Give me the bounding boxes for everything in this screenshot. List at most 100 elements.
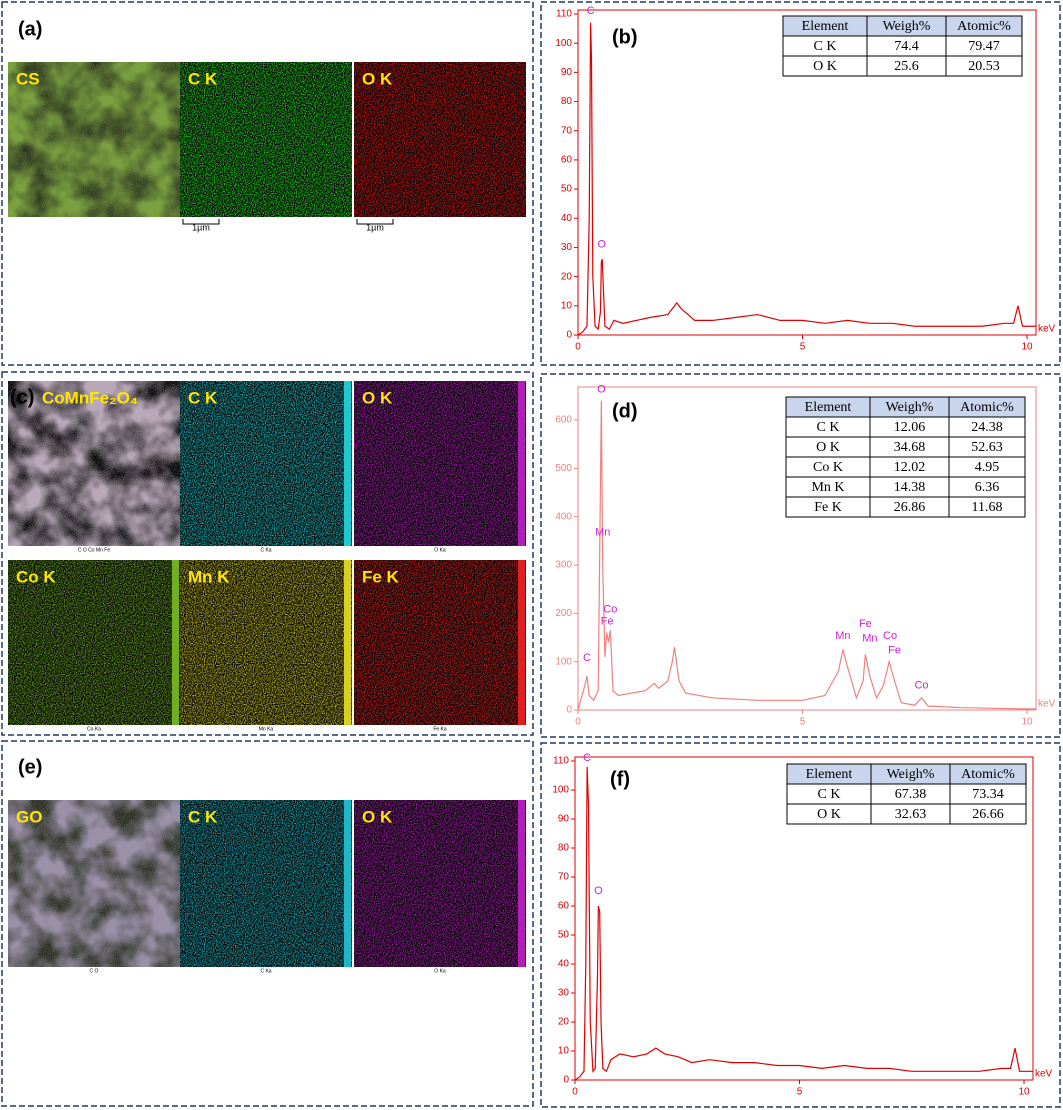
map-texture	[8, 62, 180, 217]
x-tick-label: 5	[797, 1087, 803, 1098]
map-texture	[180, 560, 352, 725]
y-tick-label: 110	[553, 756, 569, 767]
x-tick-label: 5	[800, 342, 806, 353]
map-texture	[180, 62, 352, 217]
y-tick-label: 20	[558, 1017, 570, 1028]
table-header: Element	[805, 400, 852, 415]
table-text: 4.95	[975, 460, 1000, 475]
y-tick-label: 50	[561, 184, 573, 195]
table-text: C K	[817, 420, 840, 435]
table-text: C K	[818, 787, 841, 802]
scale-bar-label: 1µm	[192, 222, 210, 232]
x-tick-label: 10	[1021, 717, 1033, 728]
colorbar	[344, 800, 351, 967]
peak-label: O	[598, 238, 607, 250]
y-tick-label: 0	[566, 330, 572, 341]
peak-label: O	[597, 384, 606, 396]
table-cell	[949, 803, 1027, 825]
table-text: 6.36	[975, 480, 1000, 495]
map-caption: C Ka	[260, 547, 271, 553]
map-label: Fe K	[362, 567, 400, 586]
table-text: 32.63	[895, 807, 927, 822]
map-caption: Fe Ka	[433, 726, 447, 732]
plot-frame	[574, 756, 1034, 1081]
table-text: 26.66	[972, 807, 1004, 822]
peak-label: Mn	[862, 633, 877, 645]
x-axis-label: keV	[1038, 699, 1056, 710]
colorbar	[518, 800, 525, 967]
scale-bar-label: 1µm	[366, 222, 384, 232]
map-texture	[354, 381, 526, 546]
colorbar	[172, 560, 179, 725]
panel-frame	[1, 740, 534, 1107]
x-tick-label: 0	[572, 1087, 578, 1098]
y-tick-label: 0	[566, 705, 572, 716]
y-tick-label: 50	[558, 930, 570, 941]
map-caption: C O Co Mn Fe	[78, 547, 110, 553]
y-tick-label: 500	[555, 463, 572, 474]
peak-label: Co	[883, 630, 897, 642]
table-text: 26.86	[894, 500, 926, 515]
peak-label: Fe	[859, 618, 872, 630]
table-text: Co K	[813, 460, 843, 475]
table-text: 67.38	[895, 787, 927, 802]
colorbar	[518, 560, 525, 725]
table-text: 20.53	[968, 59, 1000, 74]
peak-label: Mn	[835, 630, 850, 642]
panel-frame	[1, 371, 534, 736]
peak-label: Fe	[888, 645, 901, 657]
x-tick-label: 0	[575, 342, 581, 353]
table-text: 79.47	[968, 39, 1000, 54]
panel-frame	[1, 1, 534, 366]
y-tick-label: 100	[555, 656, 572, 667]
table-text: 34.68	[894, 440, 926, 455]
peak-label: Mn	[595, 526, 610, 538]
x-axis-label: keV	[1035, 1069, 1053, 1080]
y-tick-label: 20	[561, 271, 573, 282]
map-label: O K	[362, 69, 393, 88]
panel-label: (d)	[612, 400, 638, 422]
table-text: 11.68	[972, 500, 1003, 515]
table-header: Element	[802, 19, 849, 34]
map-caption: O Ka	[434, 968, 446, 974]
x-tick-label: 5	[800, 717, 806, 728]
panel-frame	[540, 742, 1061, 1108]
table-text: O K	[816, 440, 840, 455]
peak-label: C	[583, 752, 591, 764]
table-cell	[948, 496, 1026, 518]
y-tick-label: 70	[561, 125, 573, 136]
table-text: 12.06	[894, 420, 926, 435]
table-header: Weigh%	[886, 400, 934, 415]
peak-label: Co	[914, 680, 928, 692]
map-caption: Mn Ka	[259, 726, 274, 732]
table-text: 52.63	[971, 440, 1003, 455]
map-texture	[354, 800, 526, 967]
spectrum-line	[574, 766, 1033, 1081]
colorbar	[344, 560, 351, 725]
y-tick-label: 300	[555, 560, 572, 571]
map-texture	[180, 381, 352, 546]
y-tick-label: 80	[561, 96, 573, 107]
y-tick-label: 10	[561, 300, 573, 311]
peak-label: Co	[603, 604, 617, 616]
y-tick-label: 100	[555, 38, 572, 49]
y-tick-label: 80	[558, 843, 570, 854]
map-caption: Co Ka	[87, 726, 101, 732]
map-label: C K	[188, 807, 218, 826]
table-header: Element	[806, 767, 853, 782]
table-text: 12.02	[894, 460, 926, 475]
table-text: C K	[814, 39, 837, 54]
table-text: 74.4	[894, 39, 919, 54]
scale-bar	[182, 219, 220, 225]
map-caption: C Ka	[260, 968, 271, 974]
scale-bar	[356, 219, 394, 225]
y-tick-label: 60	[558, 901, 570, 912]
y-tick-label: 100	[552, 785, 569, 796]
table-text: Mn K	[811, 480, 844, 495]
map-label: Co K	[16, 567, 56, 586]
map-label: O K	[362, 388, 393, 407]
peak-label: Fe	[601, 616, 614, 628]
x-tick-label: 10	[1018, 1087, 1030, 1098]
